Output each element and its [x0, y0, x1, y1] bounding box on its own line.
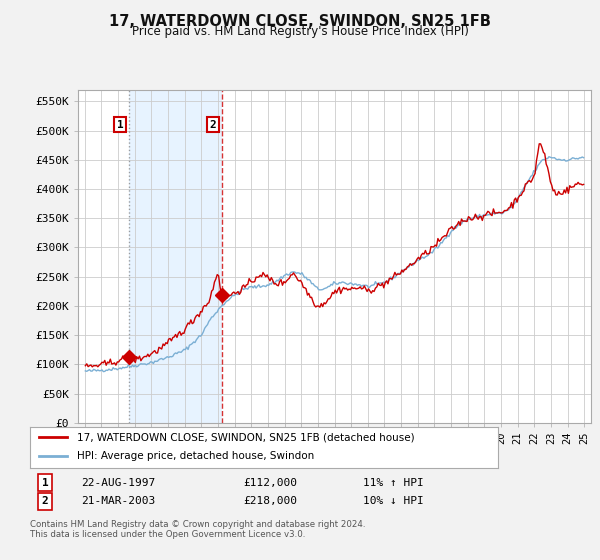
Text: 1: 1 [41, 478, 49, 488]
Text: 17, WATERDOWN CLOSE, SWINDON, SN25 1FB: 17, WATERDOWN CLOSE, SWINDON, SN25 1FB [109, 14, 491, 29]
Text: Contains HM Land Registry data © Crown copyright and database right 2024.
This d: Contains HM Land Registry data © Crown c… [30, 520, 365, 539]
Text: £218,000: £218,000 [243, 496, 297, 506]
Text: 10% ↓ HPI: 10% ↓ HPI [363, 496, 424, 506]
Text: Price paid vs. HM Land Registry's House Price Index (HPI): Price paid vs. HM Land Registry's House … [131, 25, 469, 38]
Text: HPI: Average price, detached house, Swindon: HPI: Average price, detached house, Swin… [77, 451, 314, 461]
Text: 2: 2 [41, 496, 49, 506]
Text: 21-MAR-2003: 21-MAR-2003 [81, 496, 155, 506]
Text: 1: 1 [117, 120, 124, 130]
Text: £112,000: £112,000 [243, 478, 297, 488]
Text: 17, WATERDOWN CLOSE, SWINDON, SN25 1FB (detached house): 17, WATERDOWN CLOSE, SWINDON, SN25 1FB (… [77, 432, 415, 442]
Text: 11% ↑ HPI: 11% ↑ HPI [363, 478, 424, 488]
Text: 2: 2 [210, 120, 217, 130]
Text: 22-AUG-1997: 22-AUG-1997 [81, 478, 155, 488]
Bar [128, 90, 221, 423]
